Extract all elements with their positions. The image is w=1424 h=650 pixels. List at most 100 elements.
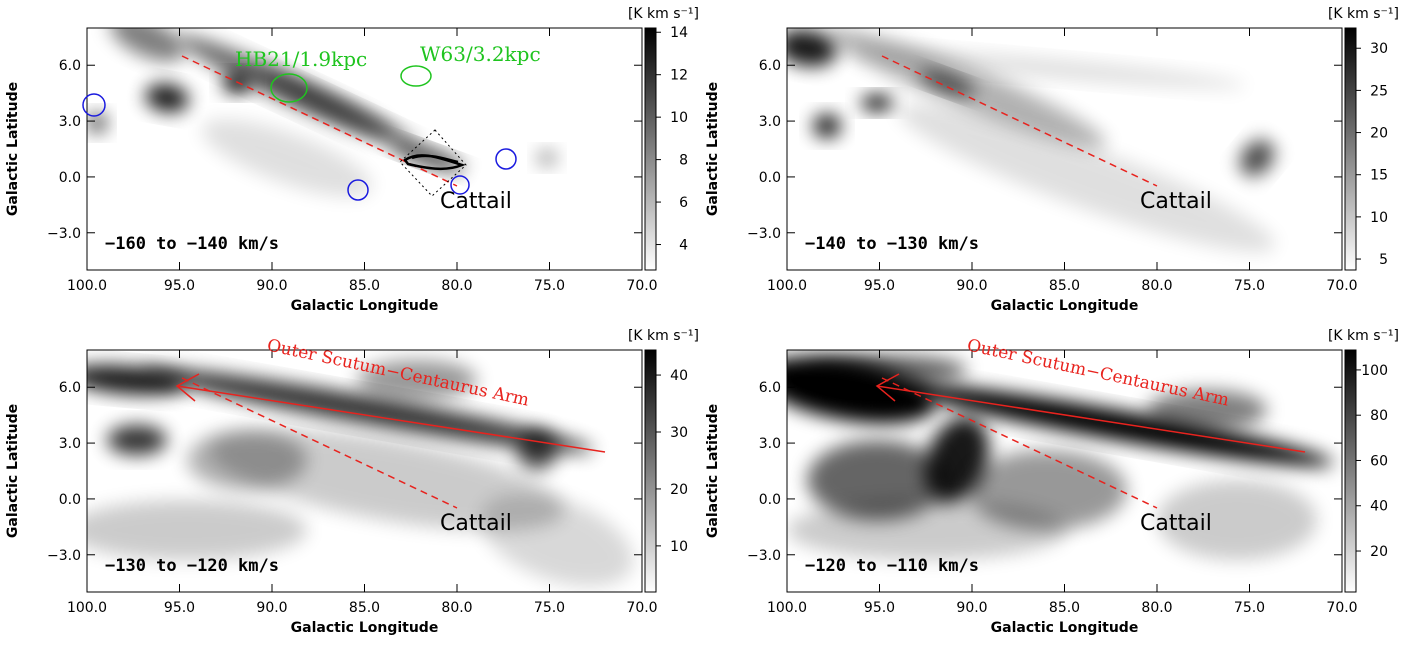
- colorbar: [1344, 349, 1357, 593]
- x-tick-label: 85.0: [1049, 278, 1080, 294]
- annotation: W63/3.2kpc: [420, 42, 541, 66]
- emission: [1157, 480, 1317, 560]
- x-tick-label: 100.0: [67, 278, 107, 294]
- emission: [140, 367, 594, 453]
- x-tick-label: 85.0: [1049, 600, 1080, 616]
- emission: [87, 113, 107, 133]
- emission: [480, 493, 634, 587]
- emission: [87, 500, 307, 560]
- colorbar-tick-label: 20: [670, 482, 688, 498]
- panel: 100.0 95.0 90.0 85.0 80.0 75.0 70.0 −3.0 0.0 3.0 6…: [705, 6, 1399, 314]
- colorbar-label: [K km s⁻¹]: [1328, 328, 1399, 344]
- y-tick-label: 3.0: [759, 436, 781, 452]
- annotation: Cattail: [1140, 511, 1212, 536]
- colorbar-tick-label: 30: [670, 425, 688, 441]
- emission: [813, 114, 841, 138]
- x-tick-label: 80.0: [441, 600, 472, 616]
- emission: [537, 150, 557, 166]
- x-tick-label: 90.0: [256, 600, 287, 616]
- y-tick-label: 0.0: [59, 170, 81, 186]
- annotation: HB21/1.9kpc: [235, 47, 367, 71]
- colorbar-tick-label: 4: [679, 238, 688, 254]
- x-tick-label: 75.0: [1234, 600, 1265, 616]
- y-tick-label: 0.0: [59, 492, 81, 508]
- x-tick-label: 75.0: [534, 278, 565, 294]
- arm-arrowhead: [875, 373, 900, 402]
- x-tick-label: 85.0: [349, 278, 380, 294]
- x-tick-label: 100.0: [767, 278, 807, 294]
- x-tick-label: 90.0: [956, 600, 987, 616]
- image: [787, 28, 1342, 270]
- y-tick-label: −3.0: [47, 548, 81, 564]
- colorbar-tick-label: 25: [1370, 83, 1388, 99]
- x-tick-label: 90.0: [256, 278, 287, 294]
- snr-ellipse: [400, 65, 432, 87]
- source-circle: [450, 175, 470, 195]
- x-tick-label: 70.0: [626, 600, 657, 616]
- colorbar-tick-label: 14: [670, 25, 688, 41]
- panel: 100.0 95.0 90.0 85.0 80.0 75.0 70.0 −3.0 0.0 3.0 6…: [5, 328, 699, 636]
- y-axis-title: Galactic Latitude: [5, 82, 21, 216]
- emission: [900, 384, 1334, 466]
- arm-arrow: [176, 385, 606, 453]
- velocity-label: −120 to −110 km/s: [805, 556, 979, 576]
- colorbar-tick-label: 60: [1370, 453, 1388, 469]
- emission: [847, 47, 1247, 89]
- y-tick-label: 0.0: [759, 170, 781, 186]
- velocity-label: −140 to −130 km/s: [805, 234, 979, 254]
- x-tick-label: 70.0: [1326, 278, 1357, 294]
- x-axis-title: Galactic Longitude: [991, 298, 1139, 314]
- colorbar: [644, 349, 657, 593]
- annotation: Cattail: [440, 189, 512, 214]
- colorbar-tick-label: 6: [679, 195, 688, 211]
- annotation: Cattail: [440, 511, 512, 536]
- colorbar: [1344, 27, 1357, 271]
- cattail-box: [399, 129, 467, 197]
- cattail-line: [881, 55, 1158, 187]
- y-tick-label: 3.0: [759, 114, 781, 130]
- velocity-label: −130 to −120 km/s: [105, 556, 279, 576]
- image: [787, 350, 1342, 592]
- source-circle: [82, 93, 106, 117]
- x-tick-label: 100.0: [67, 600, 107, 616]
- emission: [255, 68, 419, 148]
- y-tick-label: 6.0: [59, 58, 81, 74]
- emission: [918, 70, 976, 96]
- colorbar-tick-label: 15: [1370, 168, 1388, 184]
- y-axis-title: Galactic Latitude: [5, 404, 21, 538]
- x-tick-label: 90.0: [956, 278, 987, 294]
- y-tick-label: −3.0: [47, 226, 81, 242]
- y-axis-title: Galactic Latitude: [705, 404, 721, 538]
- panel: 100.0 95.0 90.0 85.0 80.0 75.0 70.0 −3.0 0.0 3.0 6…: [705, 328, 1399, 636]
- image: [87, 350, 642, 592]
- emission: [517, 430, 557, 470]
- snr-ellipse: [270, 73, 308, 103]
- x-tick-label: 85.0: [349, 600, 380, 616]
- y-axis-title: Galactic Latitude: [705, 82, 721, 216]
- colorbar-tick-label: 10: [670, 539, 688, 555]
- emission: [357, 360, 477, 400]
- colorbar-label: [K km s⁻¹]: [1328, 6, 1399, 22]
- colorbar-tick-label: 20: [1370, 126, 1388, 142]
- colorbar-label: [K km s⁻¹]: [628, 328, 699, 344]
- y-tick-label: 6.0: [759, 380, 781, 396]
- x-axis-title: Galactic Longitude: [291, 298, 439, 314]
- velocity-label: −160 to −140 km/s: [105, 234, 279, 254]
- colorbar-tick-label: 5: [1379, 252, 1388, 268]
- emission: [201, 119, 373, 197]
- y-tick-label: 6.0: [59, 380, 81, 396]
- emission: [209, 429, 565, 531]
- image: [87, 28, 642, 270]
- source-circle: [495, 148, 517, 170]
- y-tick-label: 3.0: [59, 436, 81, 452]
- emission: [1147, 390, 1267, 430]
- colorbar-tick-label: 30: [1370, 41, 1388, 57]
- x-tick-label: 95.0: [864, 600, 895, 616]
- emission: [145, 83, 189, 113]
- colorbar-tick-label: 100: [1361, 363, 1388, 379]
- cattail-line: [181, 377, 458, 509]
- x-tick-label: 75.0: [1234, 278, 1265, 294]
- x-tick-label: 100.0: [767, 600, 807, 616]
- colorbar-tick-label: 20: [1370, 544, 1388, 560]
